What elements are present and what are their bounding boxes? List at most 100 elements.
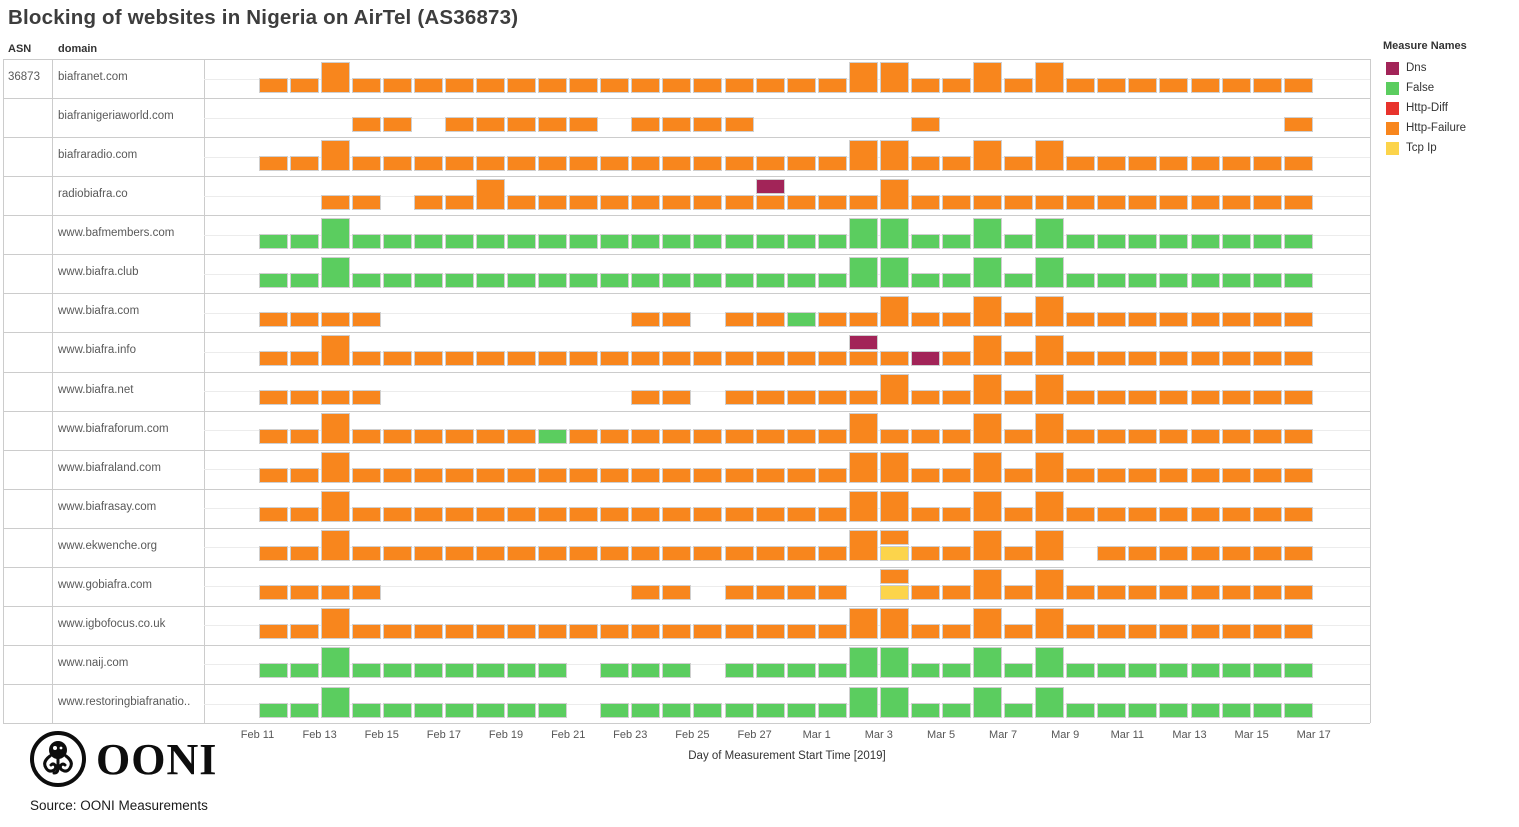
measurement-bar[interactable]	[910, 585, 940, 601]
measurement-bar[interactable]	[879, 491, 909, 523]
measurement-bar[interactable]	[662, 624, 692, 640]
measurement-bar[interactable]	[1283, 116, 1313, 132]
measurement-bar[interactable]	[538, 468, 568, 484]
measurement-bar[interactable]	[569, 77, 599, 93]
measurement-bar[interactable]	[538, 194, 568, 210]
measurement-bar[interactable]	[1035, 295, 1065, 327]
measurement-bar[interactable]	[476, 178, 505, 210]
measurement-bar[interactable]	[786, 272, 816, 288]
measurement-bar[interactable]	[693, 155, 723, 171]
measurement-bar[interactable]	[320, 686, 350, 718]
measurement-bar[interactable]	[1190, 77, 1220, 93]
measurement-bar[interactable]	[973, 139, 1002, 171]
measurement-bar[interactable]	[879, 350, 909, 366]
measurement-bar[interactable]	[879, 546, 909, 562]
measurement-bar[interactable]	[631, 585, 661, 601]
measurement-bar[interactable]	[973, 374, 1002, 405]
measurement-bar[interactable]	[662, 77, 692, 93]
measurement-bar[interactable]	[662, 311, 692, 327]
measurement-bar[interactable]	[848, 61, 878, 93]
domain-label[interactable]: www.ekwenche.org	[58, 539, 158, 552]
measurement-bar[interactable]	[444, 507, 474, 523]
measurement-bar[interactable]	[848, 350, 878, 366]
measurement-bar[interactable]	[258, 702, 288, 718]
measurement-bar[interactable]	[413, 663, 443, 679]
measurement-bar[interactable]	[817, 663, 847, 679]
measurement-bar[interactable]	[1283, 311, 1313, 327]
domain-label[interactable]: biafranigeriaworld.com	[58, 110, 174, 123]
measurement-bar[interactable]	[1004, 702, 1034, 718]
measurement-bar[interactable]	[786, 702, 816, 718]
measurement-bar[interactable]	[1283, 507, 1313, 523]
measurement-bar[interactable]	[848, 452, 878, 484]
measurement-bar[interactable]	[1066, 311, 1096, 327]
measurement-bar[interactable]	[1035, 194, 1065, 210]
measurement-bar[interactable]	[1221, 77, 1251, 93]
measurement-bar[interactable]	[879, 217, 909, 249]
measurement-bar[interactable]	[693, 702, 723, 718]
measurement-bar[interactable]	[382, 233, 412, 249]
measurement-bar[interactable]	[507, 507, 536, 523]
measurement-bar[interactable]	[1221, 702, 1251, 718]
measurement-bar[interactable]	[1252, 272, 1282, 288]
domain-label[interactable]: www.biafrasay.com	[58, 500, 157, 513]
measurement-bar[interactable]	[538, 116, 568, 132]
measurement-bar[interactable]	[973, 256, 1002, 288]
measurement-bar[interactable]	[289, 585, 319, 601]
measurement-bar[interactable]	[631, 507, 661, 523]
measurement-bar[interactable]	[724, 77, 754, 93]
measurement-bar[interactable]	[786, 390, 816, 405]
measurement-bar[interactable]	[817, 155, 847, 171]
measurement-bar[interactable]	[942, 663, 971, 679]
measurement-bar[interactable]	[507, 233, 536, 249]
measurement-bar[interactable]	[755, 233, 785, 249]
measurement-bar[interactable]	[1190, 546, 1220, 562]
measurement-bar[interactable]	[942, 702, 971, 718]
domain-label[interactable]: www.igbofocus.co.uk	[58, 617, 166, 630]
measurement-bar[interactable]	[320, 491, 350, 523]
measurement-bar[interactable]	[1066, 350, 1096, 366]
measurement-bar[interactable]	[631, 663, 661, 679]
measurement-bar[interactable]	[662, 272, 692, 288]
measurement-bar[interactable]	[413, 468, 443, 484]
domain-label[interactable]: radiobiafra.co	[58, 188, 128, 201]
measurement-bar[interactable]	[848, 194, 878, 210]
measurement-bar[interactable]	[724, 468, 754, 484]
measurement-bar[interactable]	[662, 663, 692, 679]
measurement-bar[interactable]	[600, 233, 630, 249]
measurement-bar[interactable]	[1159, 468, 1189, 484]
measurement-bar[interactable]	[1128, 429, 1158, 444]
measurement-bar[interactable]	[258, 390, 288, 405]
measurement-bar[interactable]	[289, 429, 319, 444]
measurement-bar[interactable]	[507, 116, 536, 132]
measurement-bar[interactable]	[444, 468, 474, 484]
measurement-bar[interactable]	[817, 390, 847, 405]
measurement-bar[interactable]	[1004, 272, 1034, 288]
measurement-bar[interactable]	[320, 311, 350, 327]
measurement-bar[interactable]	[817, 624, 847, 640]
measurement-bar[interactable]	[755, 468, 785, 484]
measurement-bar[interactable]	[444, 429, 474, 444]
measurement-bar[interactable]	[351, 77, 381, 93]
measurement-bar[interactable]	[724, 429, 754, 444]
measurement-bar[interactable]	[631, 429, 661, 444]
measurement-bar[interactable]	[382, 507, 412, 523]
measurement-bar[interactable]	[1283, 350, 1313, 366]
measurement-bar[interactable]	[1159, 585, 1189, 601]
measurement-bar[interactable]	[724, 155, 754, 171]
measurement-bar[interactable]	[1159, 311, 1189, 327]
measurement-bar[interactable]	[320, 390, 350, 405]
measurement-bar[interactable]	[848, 334, 878, 350]
measurement-bar[interactable]	[1004, 585, 1034, 601]
measurement-bar[interactable]	[1128, 311, 1158, 327]
measurement-bar[interactable]	[1066, 585, 1096, 601]
measurement-bar[interactable]	[910, 311, 940, 327]
measurement-bar[interactable]	[693, 429, 723, 444]
measurement-bar[interactable]	[786, 507, 816, 523]
measurement-bar[interactable]	[817, 77, 847, 93]
measurement-bar[interactable]	[1190, 272, 1220, 288]
measurement-bar[interactable]	[942, 155, 971, 171]
measurement-bar[interactable]	[476, 507, 505, 523]
measurement-bar[interactable]	[848, 608, 878, 640]
measurement-bar[interactable]	[600, 624, 630, 640]
